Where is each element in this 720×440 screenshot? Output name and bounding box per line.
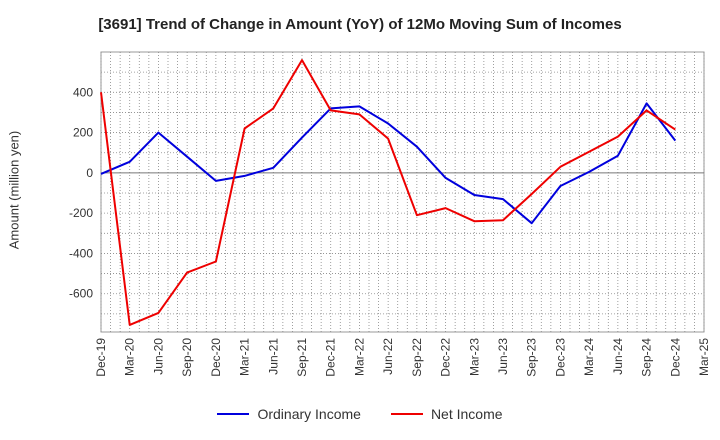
x-tick-label: Dec-19 xyxy=(94,338,108,377)
line-chart: 400 200 0 -200 -400 -600 Dec-19 Mar-20 Jun-20 Sep… xyxy=(69,51,711,377)
x-tick-label: Sep-21 xyxy=(295,338,309,377)
y-tick-label: -600 xyxy=(69,287,93,301)
y-tick-label: -200 xyxy=(69,206,93,220)
x-tick-label: Jun-21 xyxy=(266,338,280,375)
x-tick-label: Mar-21 xyxy=(238,338,252,376)
y-tick-label: 0 xyxy=(86,166,93,180)
x-tick-label: Sep-22 xyxy=(410,338,424,377)
x-tick-label: Sep-20 xyxy=(180,338,194,377)
legend-label-ordinary-income: Ordinary Income xyxy=(257,406,361,422)
x-tick-label: Jun-20 xyxy=(151,338,165,375)
x-tick-label: Jun-22 xyxy=(381,338,395,375)
series-line-net-income xyxy=(100,59,676,326)
x-tick-label: Sep-24 xyxy=(640,338,654,377)
x-tick-label: Mar-24 xyxy=(582,338,596,376)
legend-item-net-income: Net Income xyxy=(390,406,503,422)
series-line-ordinary-income xyxy=(100,102,677,225)
x-tick-label: Sep-23 xyxy=(525,338,539,377)
x-tick-label: Jun-23 xyxy=(496,338,510,375)
x-tick-label: Mar-23 xyxy=(467,338,481,376)
x-tick-label: Dec-22 xyxy=(439,338,453,377)
plot-area xyxy=(100,51,705,333)
y-tick-label: -400 xyxy=(69,246,93,260)
x-tick-label: Mar-20 xyxy=(123,338,137,376)
y-tick-label: 400 xyxy=(73,85,93,99)
x-tick-label: Mar-25 xyxy=(697,338,711,376)
x-tick-label: Dec-23 xyxy=(553,338,567,377)
x-tick-label: Dec-20 xyxy=(209,338,223,377)
legend: Ordinary Income Net Income xyxy=(0,406,720,422)
x-tick-label: Mar-22 xyxy=(352,338,366,376)
legend-label-net-income: Net Income xyxy=(430,406,503,422)
y-tick-label: 200 xyxy=(73,126,93,140)
x-tick-label: Dec-24 xyxy=(668,338,682,377)
legend-swatch-net-income xyxy=(390,413,423,415)
legend-item-ordinary-income: Ordinary Income xyxy=(217,406,361,422)
x-tick-label: Dec-21 xyxy=(324,338,338,377)
x-tick-label: Jun-24 xyxy=(611,338,625,375)
legend-swatch-ordinary-income xyxy=(217,413,250,415)
chart-title: [3691] Trend of Change in Amount (YoY) o… xyxy=(98,16,622,33)
